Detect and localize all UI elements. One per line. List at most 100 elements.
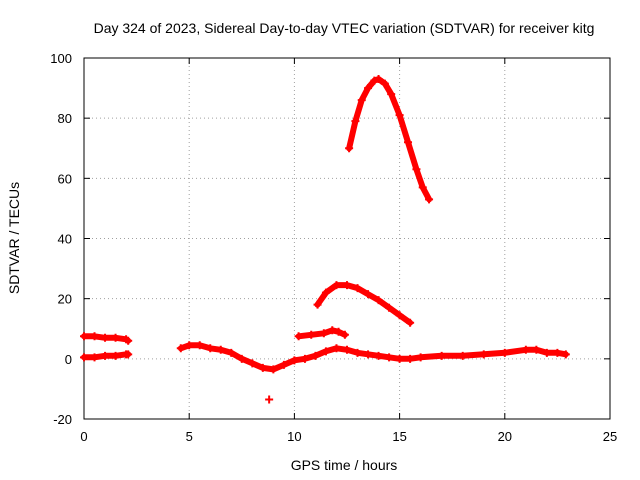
data-point bbox=[300, 354, 309, 363]
data-point bbox=[176, 344, 185, 353]
data-point bbox=[374, 75, 383, 84]
data-point bbox=[185, 341, 194, 350]
x-axis-label: GPS time / hours bbox=[291, 457, 398, 473]
series-arc-2 bbox=[313, 281, 415, 327]
data-point bbox=[370, 76, 379, 85]
data-point bbox=[412, 165, 421, 174]
data-point bbox=[307, 330, 316, 339]
data-point bbox=[395, 111, 404, 120]
plot-frame bbox=[83, 57, 611, 420]
y-axis-label: SDTVAR / TECUs bbox=[6, 182, 22, 294]
x-tick-label: 10 bbox=[287, 429, 301, 444]
data-point bbox=[521, 345, 530, 354]
data-point bbox=[248, 359, 257, 368]
x-tick-label: 15 bbox=[392, 429, 406, 444]
data-point bbox=[345, 144, 354, 153]
x-tick-label: 25 bbox=[603, 429, 617, 444]
data-point bbox=[111, 333, 120, 342]
data-point bbox=[437, 351, 446, 360]
data-point bbox=[343, 345, 351, 354]
data-point bbox=[553, 348, 562, 357]
data-point bbox=[334, 327, 343, 336]
data-point bbox=[395, 311, 404, 320]
data-point bbox=[101, 333, 110, 342]
data-point bbox=[406, 318, 415, 327]
grid bbox=[84, 58, 610, 419]
y-tick-label: 40 bbox=[58, 232, 72, 247]
data-point bbox=[458, 351, 467, 360]
data-point bbox=[237, 354, 246, 363]
data-series bbox=[80, 75, 570, 404]
data-point bbox=[319, 329, 328, 338]
data-point bbox=[216, 345, 225, 354]
data-point bbox=[418, 183, 427, 192]
x-tick-label: 0 bbox=[80, 429, 87, 444]
data-point bbox=[416, 353, 425, 362]
series-line bbox=[314, 282, 414, 326]
axis-ticks: 0 5 10 15 20 25 -20 0 20 40 60 80 100 bbox=[50, 51, 617, 444]
y-tick-label: 100 bbox=[50, 51, 72, 66]
data-point bbox=[561, 350, 570, 359]
data-point bbox=[387, 90, 396, 99]
data-point bbox=[101, 351, 110, 360]
x-tick-label: 5 bbox=[186, 429, 193, 444]
data-point bbox=[364, 84, 373, 93]
data-point bbox=[321, 288, 330, 297]
data-point bbox=[404, 138, 413, 147]
data-point bbox=[343, 281, 351, 290]
y-tick-label: 60 bbox=[58, 171, 72, 186]
data-point bbox=[321, 347, 330, 356]
data-point bbox=[479, 350, 488, 359]
data-point bbox=[406, 354, 415, 363]
data-point bbox=[111, 351, 120, 360]
data-point bbox=[357, 96, 366, 105]
series-arc-3 bbox=[294, 326, 349, 341]
data-point bbox=[80, 332, 88, 341]
data-point bbox=[542, 348, 551, 357]
data-point bbox=[374, 296, 383, 305]
data-point bbox=[364, 350, 373, 359]
data-point bbox=[269, 365, 278, 374]
data-point bbox=[313, 300, 322, 309]
data-point bbox=[340, 330, 349, 339]
data-point bbox=[227, 348, 236, 357]
data-point bbox=[90, 332, 99, 341]
data-point bbox=[124, 336, 133, 345]
data-point bbox=[332, 344, 341, 353]
data-point bbox=[195, 341, 204, 350]
data-point bbox=[385, 303, 394, 312]
data-point bbox=[353, 348, 362, 357]
chart-title: Day 324 of 2023, Sidereal Day-to-day VTE… bbox=[94, 20, 595, 36]
series-arc-4 bbox=[80, 332, 133, 345]
data-point bbox=[351, 117, 360, 126]
series-isolated-point bbox=[265, 395, 274, 404]
series-arc-5 bbox=[80, 350, 133, 362]
data-point bbox=[364, 290, 373, 299]
data-point bbox=[532, 345, 541, 354]
data-point bbox=[380, 79, 389, 88]
y-tick-label: 80 bbox=[58, 111, 72, 126]
data-point bbox=[90, 353, 99, 362]
series-arc-1 bbox=[345, 75, 434, 204]
data-point bbox=[206, 344, 215, 353]
data-point bbox=[328, 326, 337, 335]
data-point bbox=[425, 195, 434, 204]
y-tick-label: 0 bbox=[65, 352, 72, 367]
data-point bbox=[353, 284, 362, 293]
data-point bbox=[124, 350, 133, 359]
data-point bbox=[294, 332, 303, 341]
data-point bbox=[80, 353, 88, 362]
data-point bbox=[332, 281, 341, 290]
data-point bbox=[374, 351, 383, 360]
data-point bbox=[265, 395, 274, 404]
y-tick-label: -20 bbox=[53, 412, 72, 427]
data-point bbox=[395, 354, 404, 363]
y-tick-label: 20 bbox=[58, 292, 72, 307]
data-point bbox=[290, 356, 299, 365]
data-point bbox=[279, 360, 288, 369]
series-line bbox=[177, 342, 569, 373]
data-point bbox=[258, 363, 267, 372]
data-point bbox=[500, 348, 509, 357]
x-tick-label: 20 bbox=[498, 429, 512, 444]
